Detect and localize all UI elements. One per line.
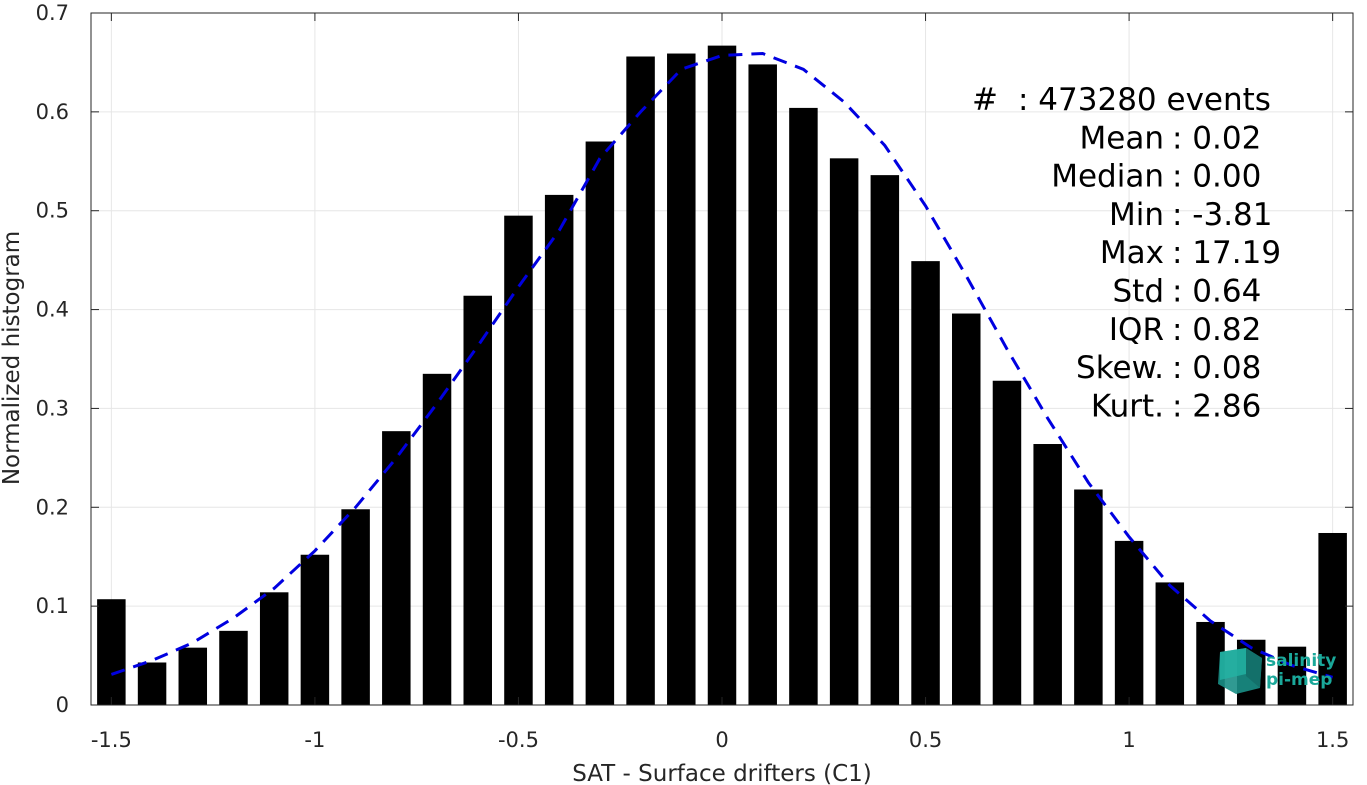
stat-value: : 2.86 [1172, 388, 1261, 424]
stat-row: IQR: 0.82 [1109, 312, 1261, 348]
histogram-bar [992, 380, 1022, 705]
stat-value: : -3.81 [1172, 197, 1273, 233]
stat-row: # : 473280 events [972, 82, 1271, 118]
histogram-bar [585, 141, 615, 705]
histogram-bar [422, 373, 452, 705]
stat-value: : 0.64 [1172, 274, 1261, 310]
stat-label: Std [1112, 274, 1164, 310]
x-tick-label: -1 [304, 728, 325, 752]
histogram-bar [544, 194, 574, 705]
x-tick-label: 1 [1122, 728, 1135, 752]
x-axis-label: SAT - Surface drifters (C1) [572, 761, 872, 785]
stat-value: : 0.00 [1172, 159, 1261, 195]
y-tick-label: 0.7 [36, 1, 69, 25]
x-tick-label: -1.5 [91, 728, 132, 752]
y-tick-label: 0.6 [36, 100, 69, 124]
bars [97, 45, 1347, 706]
stat-label: Median [1051, 159, 1164, 195]
stat-label: Skew. [1076, 350, 1164, 386]
histogram-bar [829, 158, 859, 705]
histogram-bar [707, 45, 737, 705]
logo-text-line2: pi-mep [1266, 670, 1332, 690]
y-tick-label: 0.1 [36, 594, 69, 618]
histogram-bar [1114, 540, 1144, 705]
histogram-bar [259, 592, 289, 705]
histogram-bar [219, 630, 248, 705]
histogram-bar [626, 56, 655, 706]
y-tick-label: 0.3 [36, 396, 69, 420]
histogram-bar [952, 313, 981, 705]
x-tick-label: 0 [715, 728, 728, 752]
stat-label: Mean [1080, 120, 1164, 156]
histogram-bar [137, 662, 167, 705]
stat-value: : 0.82 [1172, 312, 1261, 348]
x-axis-ticks: -1.5 -1 -0.5 0 0.5 1 1.5 [91, 13, 1349, 752]
salinity-pimep-logo: salinity pi-mep [1218, 648, 1336, 694]
x-tick-label: -0.5 [498, 728, 539, 752]
stat-row: Min: -3.81 [1109, 197, 1273, 233]
stat-label: Max [1100, 235, 1164, 271]
y-axis-label: Normalized histogram [0, 231, 25, 485]
histogram-bar [97, 599, 126, 705]
x-tick-label: 0.5 [909, 728, 942, 752]
stat-row: Median: 0.00 [1051, 159, 1261, 195]
stat-value: : 0.08 [1172, 350, 1261, 386]
x-tick-label: 1.5 [1316, 728, 1349, 752]
stat-row: Std: 0.64 [1112, 274, 1261, 310]
stat-row: Kurt.: 2.86 [1091, 388, 1262, 424]
histogram-bar [1074, 489, 1103, 705]
histogram-bar [789, 107, 818, 706]
histogram-bar [504, 215, 533, 705]
stat-label: Kurt. [1091, 388, 1164, 424]
histogram-bar [667, 53, 696, 705]
y-tick-label: 0.2 [36, 495, 69, 519]
histogram-bar [341, 509, 370, 705]
stat-row: Skew.: 0.08 [1076, 350, 1261, 386]
histogram-bar [463, 295, 492, 705]
stat-label: Min [1109, 197, 1164, 233]
histogram-bar [870, 175, 900, 705]
histogram-bar [911, 261, 940, 705]
y-tick-label: 0.4 [36, 298, 69, 322]
histogram-bar [748, 64, 777, 706]
y-tick-label: 0 [56, 693, 69, 717]
stat-value: : 473280 events [1018, 82, 1271, 118]
gaussian-fit-curve [110, 51, 1334, 679]
histogram-bar [300, 554, 330, 705]
histogram-bar [178, 647, 208, 705]
stat-label: IQR [1109, 312, 1164, 348]
histogram-bar [1277, 646, 1307, 705]
stat-row: Max: 17.19 [1100, 235, 1281, 271]
y-tick-label: 0.5 [36, 199, 69, 223]
y-axis-ticks: 0 0.1 0.2 0.3 0.4 0.5 0.6 0.7 [36, 1, 1353, 717]
logo-text-line1: salinity [1266, 651, 1336, 671]
stat-value: : 17.19 [1172, 235, 1281, 271]
histogram-bar [1033, 444, 1062, 705]
histogram-bar [1155, 582, 1185, 705]
stat-value: : 0.02 [1172, 120, 1261, 156]
stat-row: Mean: 0.02 [1080, 120, 1262, 156]
logo-cube-icon [1218, 648, 1262, 694]
histogram-bar [382, 431, 411, 705]
stat-label: # [972, 82, 998, 118]
